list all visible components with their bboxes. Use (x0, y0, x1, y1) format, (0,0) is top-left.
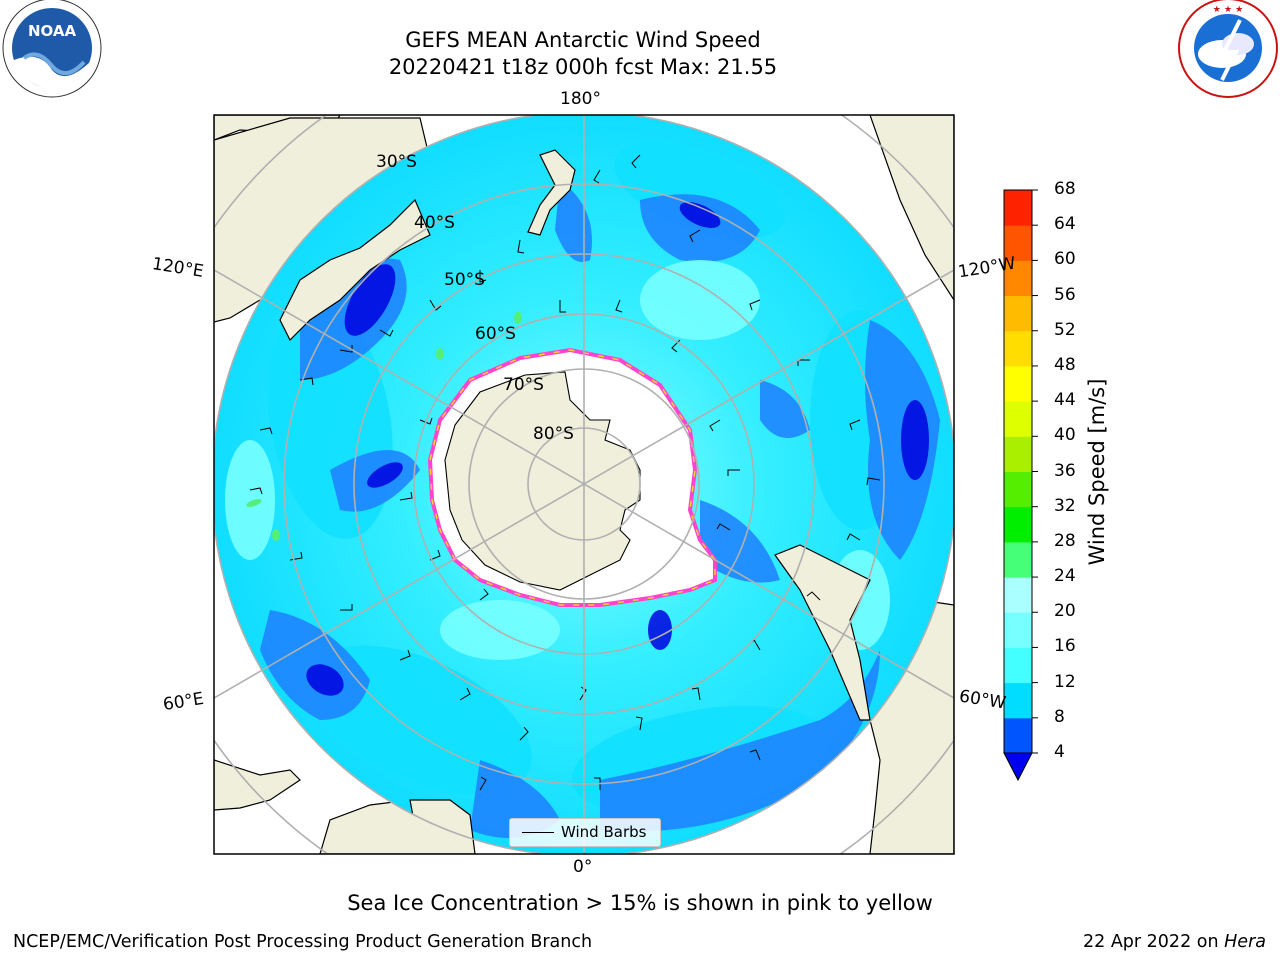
colorbar-segment (1004, 647, 1032, 684)
colorbar-segment (1004, 190, 1032, 226)
legend-label: Wind Barbs (561, 823, 647, 841)
colorbar-tick-label: 8 (1054, 706, 1065, 727)
colorbar-segment (1004, 401, 1032, 437)
footer-credit: NCEP/EMC/Verification Post Processing Pr… (13, 932, 593, 952)
colorbar-segment (1004, 471, 1032, 508)
noaa-logo: NOAA (2, 0, 102, 98)
lon-label-top: 180° (560, 89, 601, 109)
colorbar-under-arrow (1003, 752, 1033, 782)
wind-barbs-legend: Wind Barbs (509, 818, 661, 847)
colorbar (1003, 189, 1038, 782)
colorbar-segment (1004, 260, 1032, 297)
colorbar-tick-label: 4 (1054, 742, 1065, 762)
svg-text:NOAA: NOAA (28, 22, 77, 40)
colorbar-tick-label: 68 (1054, 179, 1076, 199)
lat-label: 30°S (376, 152, 417, 172)
colorbar-segment (1004, 717, 1032, 754)
lat-label: 50°S (444, 270, 485, 290)
colorbar-segment (1004, 330, 1032, 367)
colorbar-segment (1004, 506, 1032, 543)
colorbar-tick-label: 36 (1054, 460, 1076, 481)
sea-ice-caption: Sea Ice Concentration > 15% is shown in … (347, 891, 933, 915)
colorbar-tick-label: 56 (1054, 284, 1076, 305)
colorbar-segment (1004, 225, 1032, 261)
colorbar-segment (1004, 541, 1032, 578)
colorbar-tick-label: 60 (1054, 249, 1076, 270)
colorbar-tick-label: 64 (1054, 214, 1076, 235)
svg-text:★ ★ ★: ★ ★ ★ (1213, 5, 1243, 15)
colorbar-tick-label: 12 (1054, 671, 1076, 692)
chart-subtitle: 20220421 t18z 000h fcst Max: 21.55 (388, 55, 778, 79)
lat-label: 70°S (503, 375, 544, 395)
footer-host: Hera (1224, 932, 1266, 952)
colorbar-segment (1004, 436, 1032, 472)
footer-date: 22 Apr 2022 on Hera (1083, 932, 1266, 952)
colorbar-segment (1004, 365, 1032, 402)
lon-label-bottom: 0° (573, 857, 593, 877)
colorbar-segment (1004, 612, 1032, 648)
legend-line (522, 832, 554, 833)
colorbar-tick-label: 16 (1054, 636, 1076, 657)
lat-label: 80°S (533, 424, 574, 444)
chart-title: GEFS MEAN Antarctic Wind Speed (405, 28, 761, 52)
colorbar-tick-label: 20 (1054, 601, 1076, 622)
colorbar-tick-label: 48 (1054, 354, 1076, 375)
colorbar-label: Wind Speed [m/s] (1085, 378, 1109, 566)
lat-label: 40°S (414, 213, 455, 233)
colorbar-tick-label: 52 (1054, 319, 1076, 340)
colorbar-tick-label: 24 (1054, 566, 1076, 587)
colorbar-tick-label: 28 (1054, 530, 1076, 551)
colorbar-tick-label: 32 (1054, 495, 1076, 516)
nws-logo: ★ ★ ★ (1178, 0, 1278, 98)
graticule (214, 115, 954, 854)
footer-date-text: 22 Apr 2022 on (1083, 932, 1225, 952)
map-frame (213, 114, 955, 855)
colorbar-tick-label: 44 (1054, 390, 1076, 411)
colorbar-segment (1004, 577, 1032, 613)
colorbar-tick-label: 40 (1054, 425, 1076, 446)
lat-label: 60°S (475, 324, 516, 344)
colorbar-segment (1004, 682, 1032, 719)
colorbar-segment (1004, 295, 1032, 332)
